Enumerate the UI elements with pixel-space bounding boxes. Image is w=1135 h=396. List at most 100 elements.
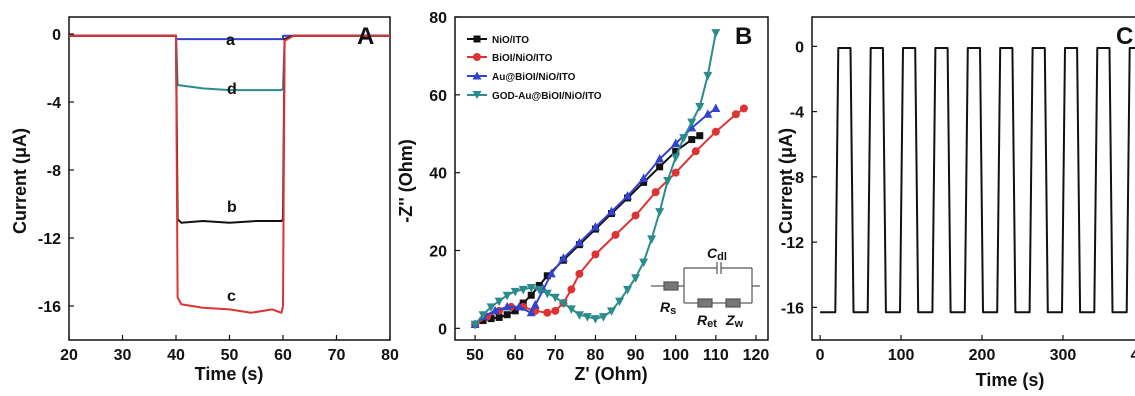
data-point-au-bioi-nio-ito: [607, 206, 616, 216]
panel-a-curves: [69, 34, 390, 314]
data-point-god-au-bioi-nio-ito: [607, 307, 616, 316]
panel-c-letter: C: [1116, 23, 1133, 50]
data-point-bioi-nio-ito: [611, 230, 620, 239]
panel-a-ytick-label: 0: [52, 27, 61, 44]
panel-b-legend: NiO/ITO BiOI/NiO/ITO Au@BiOI/NiO/ITO GOD…: [467, 35, 602, 102]
curve-label-b: b: [227, 199, 237, 216]
data-point-god-au-bioi-nio-ito: [679, 134, 689, 143]
circuit-label-rs: Rs: [660, 299, 676, 317]
data-point-au-bioi-nio-ito: [558, 253, 568, 262]
panel-a: 20 30 40 50 60 70 80 0 -4 -8 -12 -16 A a d b c Time…: [10, 16, 399, 384]
panel-c-ytick-label: -4: [790, 105, 804, 122]
data-point-god-au-bioi-nio-ito: [518, 285, 528, 295]
panel-c-ylabel: Current (μA): [776, 128, 796, 234]
data-point-god-au-bioi-nio-ito: [566, 305, 576, 314]
data-point-god-au-bioi-nio-ito: [526, 283, 536, 293]
data-point-bioi-nio-ito: [567, 285, 576, 294]
data-point-au-bioi-nio-ito: [623, 191, 633, 200]
panel-b: 50 60 70 80 90 100 110 120 0 20 40 60 80 B NiO/ITO B…: [396, 10, 769, 384]
legend-entry-nio-ito: NiO/ITO: [467, 35, 529, 46]
data-point-god-au-bioi-nio-ito: [655, 208, 665, 217]
data-point-god-au-bioi-nio-ito: [711, 29, 721, 38]
panel-b-ytick-label: 40: [429, 166, 447, 183]
circuit-warburg-zw: [725, 298, 741, 308]
data-point-au-bioi-nio-ito: [514, 301, 524, 311]
legend-marker-triangle: [472, 71, 482, 80]
panel-b-xtick-label: 100: [662, 347, 689, 364]
data-point-god-au-bioi-nio-ito: [582, 313, 592, 322]
legend-entry-god-au-bioi-nio-ito: GOD-Au@BiOI/NiO/ITO: [467, 91, 602, 102]
legend-label-nio-ito: NiO/ITO: [492, 35, 529, 46]
panel-b-xlabel: Z' (Ohm): [574, 364, 647, 384]
data-point-nio-ito: [640, 178, 648, 186]
data-point-god-au-bioi-nio-ito: [502, 291, 512, 301]
panel-b-xtick-label: 90: [627, 347, 645, 364]
panel-b-ticks: 50 60 70 80 90 100 110 120 0 20 40 60 80: [429, 10, 769, 364]
legend-label-au-bioi-nio-ito: Au@BiOI/NiO/ITO: [492, 72, 576, 83]
data-point-bioi-nio-ito: [543, 308, 552, 317]
panel-c-curves: [820, 47, 1135, 314]
data-point-au-bioi-nio-ito: [687, 122, 697, 132]
data-point-bioi-nio-ito: [671, 168, 680, 177]
panel-a-ytick-label: -4: [47, 95, 61, 112]
data-point-god-au-bioi-nio-ito: [598, 313, 608, 322]
data-point-bioi-nio-ito: [591, 250, 600, 259]
panel-c-xlabel: Time (s): [976, 370, 1045, 390]
data-point-god-au-bioi-nio-ito: [687, 118, 697, 128]
panel-a-xtick-label: 70: [328, 347, 346, 364]
data-point-nio-ito: [527, 291, 535, 299]
panel-b-xtick-label: 70: [546, 347, 564, 364]
series-line-c: [69, 34, 390, 314]
panel-c-ytick-label: -8: [790, 170, 804, 187]
data-point-god-au-bioi-nio-ito: [510, 287, 520, 297]
data-point-nio-ito: [688, 136, 696, 144]
data-point-nio-ito: [511, 307, 519, 315]
data-point-nio-ito: [503, 311, 511, 319]
data-point-god-au-bioi-nio-ito: [542, 289, 552, 299]
data-point-god-au-bioi-nio-ito: [486, 303, 496, 312]
data-point-nio-ito: [479, 317, 487, 325]
data-point-au-bioi-nio-ito: [526, 307, 536, 317]
legend-marker-circle: [473, 53, 481, 61]
data-point-au-bioi-nio-ito: [574, 237, 584, 247]
legend-entry-au-bioi-nio-ito: Au@BiOI/NiO/ITO: [467, 71, 576, 83]
panel-b-frame: [454, 16, 769, 341]
data-point-au-bioi-nio-ito: [590, 222, 600, 231]
panel-b-ytick-label: 20: [429, 243, 447, 260]
legend-entry-bioi-nio-ito: BiOI/NiO/ITO: [467, 53, 553, 64]
panel-c-xtick-label: 400: [1131, 347, 1135, 364]
legend-label-bioi-nio-ito: BiOI/NiO/ITO: [492, 53, 553, 64]
data-point-au-bioi-nio-ito: [530, 299, 540, 309]
data-point-god-au-bioi-nio-ito: [615, 297, 625, 307]
circuit-resistor-ret: [697, 298, 713, 308]
panel-c: 0 100 200 300 400 0 -4 -8 -12 -16 C Time (s) Curr…: [776, 16, 1135, 390]
data-point-god-au-bioi-nio-ito: [703, 71, 713, 81]
panel-c-ytick-label: 0: [795, 39, 804, 56]
panel-a-xtick-label: 30: [114, 347, 132, 364]
panel-b-xtick-label: 120: [743, 347, 770, 364]
panel-b-ytick-label: 0: [438, 321, 447, 338]
data-point-god-au-bioi-nio-ito: [590, 315, 600, 324]
data-point-god-au-bioi-nio-ito: [550, 293, 560, 303]
data-point-bioi-nio-ito: [631, 211, 640, 220]
data-point-god-au-bioi-nio-ito: [647, 235, 657, 244]
data-point-au-bioi-nio-ito: [703, 109, 713, 118]
data-point-god-au-bioi-nio-ito: [534, 285, 544, 295]
panel-a-xtick-label: 50: [221, 347, 239, 364]
panel-a-ytick-label: -16: [38, 299, 61, 316]
data-point-au-bioi-nio-ito: [639, 173, 649, 182]
panel-c-ticks: 0 100 200 300 400 0 -4 -8 -12 -16: [781, 39, 1135, 364]
data-point-bioi-nio-ito: [551, 306, 560, 315]
data-point-nio-ito: [696, 132, 704, 140]
panel-a-ticks: 20 30 40 50 60 70 80 0 -4 -8 -12 -16: [38, 27, 399, 364]
panel-c-ytick-label: -12: [781, 235, 804, 252]
panel-a-xtick-label: 20: [60, 347, 78, 364]
legend-marker-square: [473, 35, 481, 43]
panel-a-xtick-label: 80: [381, 347, 399, 364]
panel-a-xtick-label: 60: [274, 347, 292, 364]
panel-a-ylabel: Current (μA): [10, 128, 30, 234]
legend-marker-triangle-down: [472, 91, 482, 99]
panel-c-xtick-label: 100: [888, 347, 915, 364]
data-point-bioi-nio-ito: [691, 147, 700, 156]
